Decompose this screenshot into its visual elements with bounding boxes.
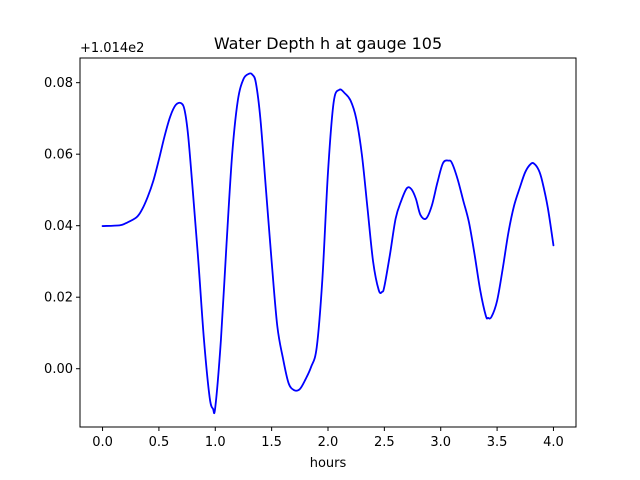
x-tick-label: 3.5 — [487, 435, 508, 450]
y-tick-label: 0.02 — [44, 291, 73, 306]
plot-area-frame — [79, 57, 577, 428]
x-axis-ticks: 0.0 0.5 1.0 1.5 2.0 2.5 3.0 3.5 4.0 — [92, 427, 564, 450]
y-axis-offset-label: +1.014e2 — [80, 41, 144, 56]
x-tick-label: 0.0 — [92, 435, 113, 450]
y-tick-label: 0.00 — [44, 362, 73, 377]
x-tick-label: 1.0 — [205, 435, 226, 450]
x-tick-label: 2.0 — [318, 435, 339, 450]
x-tick-label: 3.0 — [430, 435, 451, 450]
y-axis-ticks: 0.00 0.02 0.04 0.06 0.08 — [44, 76, 80, 377]
x-tick-label: 2.5 — [374, 435, 395, 450]
x-tick-label: 4.0 — [543, 435, 564, 450]
x-tick-label: 1.5 — [261, 435, 282, 450]
series-layer — [101, 72, 555, 415]
series-line — [101, 72, 555, 415]
y-tick-label: 0.06 — [44, 148, 73, 163]
y-tick-label: 0.08 — [44, 76, 73, 91]
chart-title: Water Depth h at gauge 105 — [214, 34, 442, 53]
y-tick-label: 0.04 — [44, 219, 73, 234]
x-axis-label: hours — [310, 456, 347, 471]
x-tick-label: 0.5 — [149, 435, 170, 450]
